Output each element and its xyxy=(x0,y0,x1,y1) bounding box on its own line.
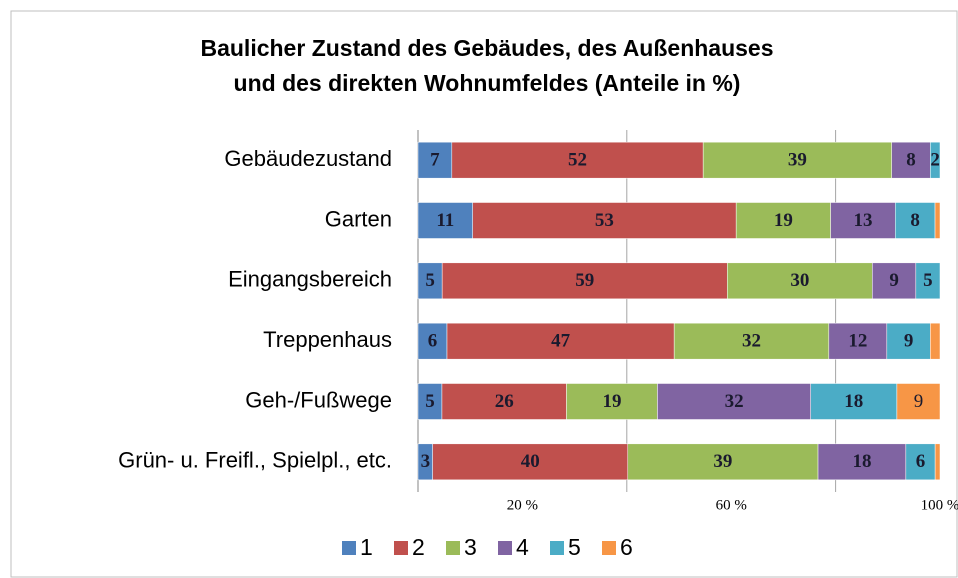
value-label: 53 xyxy=(595,210,614,231)
value-label: 18 xyxy=(852,451,871,472)
legend-swatch xyxy=(394,541,408,555)
value-label: 40 xyxy=(521,451,540,472)
bar-segment xyxy=(930,322,941,360)
y-tick-label: Grün- u. Freifl., Spielpl., etc. xyxy=(118,448,392,473)
x-tick-label: 60 % xyxy=(716,497,747,513)
value-label: 8 xyxy=(910,210,920,231)
bar-segment xyxy=(566,383,658,420)
value-label: 12 xyxy=(848,331,867,352)
bar-segment xyxy=(930,141,941,179)
bar-segment xyxy=(886,322,931,360)
bar-segment xyxy=(441,262,728,300)
value-label: 26 xyxy=(495,391,514,412)
value-label: 11 xyxy=(436,210,454,231)
bar-segment xyxy=(828,322,888,360)
value-label: 47 xyxy=(551,331,571,352)
y-tick-label: Geh-/Fußwege xyxy=(245,387,392,412)
value-label: 2 xyxy=(930,150,940,171)
value-label: 6 xyxy=(916,451,926,472)
bar-segment xyxy=(934,443,941,481)
y-tick-label: Eingangsbereich xyxy=(228,267,392,292)
bar-segment xyxy=(417,262,443,300)
legend-label: 3 xyxy=(464,534,477,560)
bar-segment xyxy=(432,443,629,481)
legend-swatch xyxy=(498,541,512,555)
bar-segment xyxy=(830,202,896,239)
bar-segment xyxy=(810,383,898,420)
value-label: 18 xyxy=(844,391,863,412)
bar-segment xyxy=(735,202,831,239)
bar-segment xyxy=(657,383,811,420)
value-label: 52 xyxy=(568,150,587,171)
value-label: 32 xyxy=(725,391,744,412)
x-tick-label: 20 % xyxy=(507,497,538,513)
bar-segment xyxy=(472,202,737,239)
legend-swatch xyxy=(342,541,356,555)
chart-subtitle: und des direkten Wohnumfeldes (Anteile i… xyxy=(234,70,741,96)
value-label: 5 xyxy=(923,270,933,291)
legend-swatch xyxy=(550,541,564,555)
bar-segment xyxy=(934,202,941,239)
bar-segment xyxy=(417,202,473,239)
legend-label: 5 xyxy=(568,534,581,560)
legend-swatch xyxy=(446,541,460,555)
value-label: 3 xyxy=(421,451,431,472)
value-label: 19 xyxy=(602,391,621,412)
y-tick-label: Gebäudezustand xyxy=(224,146,392,171)
y-tick-label: Treppenhaus xyxy=(263,327,392,352)
value-label: 39 xyxy=(788,150,807,171)
bar-segment xyxy=(417,322,448,360)
value-label: 6 xyxy=(428,331,438,352)
bar-segment xyxy=(891,141,931,179)
bar-segment xyxy=(441,383,567,420)
bar-segment xyxy=(915,262,941,300)
value-label: 30 xyxy=(790,270,809,291)
legend-label: 1 xyxy=(360,534,373,560)
value-label: 7 xyxy=(430,150,440,171)
value-label: 13 xyxy=(853,210,872,231)
value-label: 19 xyxy=(774,210,793,231)
bar-segment xyxy=(895,202,936,239)
bar-segment xyxy=(817,443,907,481)
bar-segment xyxy=(673,322,830,360)
y-tick-label: Garten xyxy=(325,206,392,231)
legend-label: 4 xyxy=(516,534,529,560)
bar-segment xyxy=(627,443,819,481)
value-label: 8 xyxy=(906,150,916,171)
x-tick-label: 100 % xyxy=(921,497,958,513)
value-label: 59 xyxy=(575,270,594,291)
legend-label: 6 xyxy=(620,534,633,560)
value-label: 5 xyxy=(425,270,435,291)
value-label: 5 xyxy=(425,391,435,412)
legend-swatch xyxy=(602,541,616,555)
bar-segment xyxy=(702,141,892,179)
value-label: 9 xyxy=(889,270,899,291)
value-label: 9 xyxy=(904,331,914,352)
bar-segment xyxy=(896,383,941,420)
bar-segment xyxy=(905,443,936,481)
bar-segment xyxy=(451,141,704,179)
value-label: 39 xyxy=(713,451,732,472)
bar-segment xyxy=(872,262,917,300)
value-label: 32 xyxy=(742,331,761,352)
legend-label: 2 xyxy=(412,534,425,560)
bar-segment xyxy=(417,141,453,179)
bar-segment xyxy=(446,322,675,360)
chart-title: Baulicher Zustand des Gebäudes, des Auße… xyxy=(200,35,773,61)
value-label: 9 xyxy=(914,391,924,412)
